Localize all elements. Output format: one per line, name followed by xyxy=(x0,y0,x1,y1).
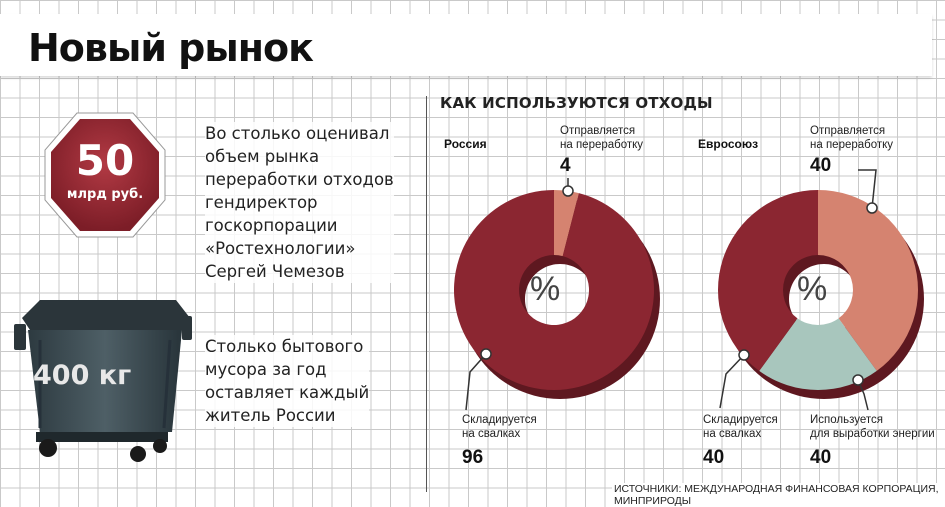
label-line: Складируется xyxy=(462,414,537,426)
leader-marker xyxy=(738,349,750,361)
leader-line xyxy=(719,354,745,409)
fact-line: оставляет каждый xyxy=(205,383,370,402)
leader-line xyxy=(465,353,487,411)
eu-landfill-value: 40 xyxy=(703,447,725,468)
label-line: Складируется xyxy=(703,414,778,426)
label-line: Отправляется xyxy=(810,125,886,137)
center-symbol-eu: % xyxy=(797,270,828,308)
fact-line: переработки отходов xyxy=(205,170,394,189)
stop-sign-value: 50 xyxy=(75,136,135,185)
fact-market-text: Во столько оценивал объем рынка перерабо… xyxy=(205,122,394,283)
fact-line: объем рынка xyxy=(205,147,320,166)
donut-slice xyxy=(759,318,877,390)
eu-donut xyxy=(717,190,918,390)
leader-marker xyxy=(852,374,864,386)
eu-landfill-label: Складируется на свалках xyxy=(703,413,778,441)
chart-label-russia: Россия xyxy=(444,137,487,151)
fact-line: Сергей Чемезов xyxy=(205,262,345,281)
eu-energy-label: Используется для выработки энергии xyxy=(810,413,935,441)
label-line: для выработки энергии xyxy=(810,428,935,440)
fact-line: Столько бытового xyxy=(205,337,364,356)
page-title: Новый рынок xyxy=(28,26,314,70)
source-note: ИСТОЧНИКИ: МЕЖДУНАРОДНАЯ ФИНАНСОВАЯ КОРП… xyxy=(612,483,945,507)
leader-lines xyxy=(465,169,878,411)
fact-waste-text: Столько бытового мусора за год оставляет… xyxy=(205,335,370,427)
leader-marker xyxy=(562,185,574,197)
title-bar xyxy=(0,14,932,76)
leader-marker xyxy=(866,202,878,214)
chart-label-eu: Евросоюз xyxy=(698,137,759,151)
russia-recycle-value: 4 xyxy=(560,155,571,176)
donut-slice xyxy=(818,190,918,371)
label-line: на свалках xyxy=(462,428,521,440)
donut-slice xyxy=(554,190,579,257)
russia-donut xyxy=(454,190,654,390)
russia-recycle-label: Отправляется на переработку xyxy=(560,124,643,152)
label-line: Используется xyxy=(810,414,883,426)
label-line: Отправляется xyxy=(560,125,636,137)
eu-recycle-label: Отправляется на переработку xyxy=(810,124,893,152)
fact-line: госкорпорации xyxy=(205,216,338,235)
column-divider xyxy=(426,96,427,492)
label-line: на переработку xyxy=(560,139,644,151)
eu-recycle-value: 40 xyxy=(810,155,832,176)
fact-line: «Ростехнологии» xyxy=(205,239,356,258)
bin-label: 400 кг xyxy=(33,360,132,391)
russia-landfill-label: Складируется на свалках xyxy=(462,413,537,441)
fact-line: житель России xyxy=(205,406,336,425)
donut-slice xyxy=(454,190,654,390)
leader-line xyxy=(858,169,877,209)
fact-line: Во столько оценивал xyxy=(205,124,390,143)
chart-section-title: КАК ИСПОЛЬЗУЮТСЯ ОТХОДЫ xyxy=(440,94,713,112)
russia-landfill-value: 96 xyxy=(462,447,484,468)
leader-marker xyxy=(480,348,492,360)
stop-sign-shape xyxy=(51,119,159,231)
donut-slice xyxy=(717,190,818,371)
center-symbol-russia: % xyxy=(530,270,561,308)
fact-line: гендиректор xyxy=(205,193,318,212)
label-line: на переработку xyxy=(810,139,894,151)
label-line: на свалках xyxy=(703,428,762,440)
eu-energy-value: 40 xyxy=(810,447,832,468)
fact-line: мусора за год xyxy=(205,360,327,379)
stop-sign-unit: млрд руб. xyxy=(66,187,144,202)
